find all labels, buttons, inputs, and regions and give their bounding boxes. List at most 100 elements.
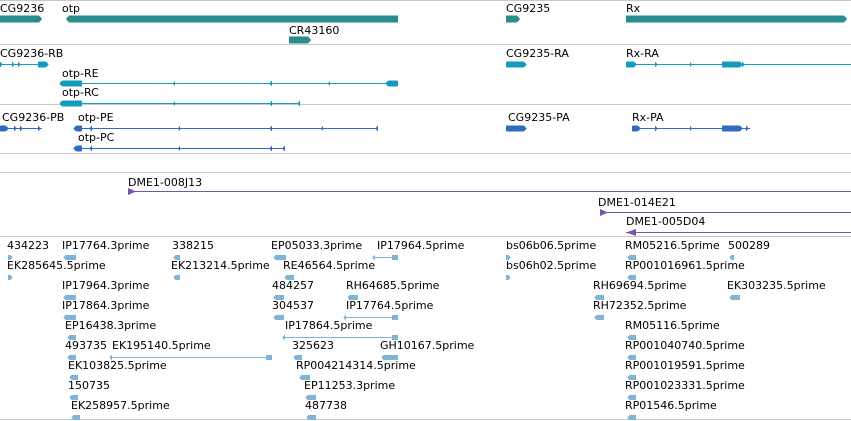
- est-block: [630, 375, 636, 380]
- strand-arrow-icon: [690, 126, 693, 131]
- strand-arrow-icon: [343, 314, 346, 321]
- est-rh69694-5prime[interactable]: RH69694.5prime: [593, 279, 687, 301]
- est-493735[interactable]: 493735: [65, 339, 107, 361]
- strand-arrow-icon: [269, 125, 272, 132]
- gene-bar: [69, 15, 398, 23]
- protein-otp-pc[interactable]: otp-PC: [73, 131, 285, 152]
- gene-cg9236[interactable]: CG9236: [0, 2, 44, 23]
- protein-cg9236-pb[interactable]: CG9236-PB: [0, 111, 64, 132]
- est-rp004214314-5prime[interactable]: RP004214314.5prime: [296, 359, 416, 381]
- protein-cg9235-pa[interactable]: CG9235-PA: [506, 111, 570, 132]
- est-ip17964-5prime[interactable]: IP17964.5prime: [372, 239, 465, 261]
- est-rp001023331-5prime[interactable]: RP001023331.5prime: [625, 379, 745, 401]
- strand-arrow-icon: [109, 354, 112, 361]
- strand-arrow-icon: [18, 61, 21, 68]
- strand-arrow-icon: [73, 125, 76, 132]
- est-338215[interactable]: 338215: [172, 239, 214, 261]
- transcript-otp-rc[interactable]: otp-RC: [59, 86, 300, 107]
- est-484257[interactable]: 484257: [272, 279, 314, 301]
- transcript-cg9235-ra[interactable]: CG9235-RA: [506, 47, 569, 68]
- gene-rx[interactable]: Rx: [626, 2, 848, 23]
- est-ek213214-5prime[interactable]: EK213214.5prime: [171, 259, 270, 281]
- strand-arrow-icon: [173, 274, 176, 281]
- est-434223[interactable]: 434223: [7, 239, 49, 261]
- est-ek285645-5prime[interactable]: EK285645.5prime: [7, 259, 106, 281]
- strand-arrow-icon: [63, 314, 66, 321]
- protein-rx-pa[interactable]: Rx-PA: [632, 111, 750, 132]
- feature-label: RE46564.5prime: [283, 259, 375, 272]
- feature-label: RM05116.5prime: [625, 319, 720, 332]
- est-block: [506, 255, 508, 260]
- est-block: [266, 355, 272, 360]
- est-rh72352-5prime[interactable]: RH72352.5prime: [593, 299, 687, 321]
- feature-label: DME1-005D04: [626, 215, 705, 228]
- feature-label: RP001019591.5prime: [625, 359, 745, 372]
- strand-arrow-icon: [297, 100, 300, 107]
- est-ek195140-5prime[interactable]: EK195140.5prime: [109, 339, 272, 361]
- clone-dme1-005d04[interactable]: DME1-005D04: [626, 215, 851, 236]
- clone-end-icon: [600, 209, 608, 216]
- transcript-otp-re[interactable]: otp-RE: [59, 67, 398, 87]
- est-ep11253-3prime[interactable]: EP11253.3prime: [304, 379, 395, 401]
- clone-dme1-014e21[interactable]: DME1-014E21: [598, 196, 851, 216]
- strand-arrow-icon: [63, 254, 66, 261]
- est-ek303235-5prime[interactable]: EK303235.5prime: [727, 279, 826, 301]
- est-ip17764-5prime[interactable]: IP17764.5prime: [343, 299, 434, 321]
- est-487738[interactable]: 487738: [305, 399, 347, 421]
- est-gh10167-5prime[interactable]: GH10167.5prime: [380, 339, 475, 361]
- est-ip17764-3prime[interactable]: IP17764.3prime: [62, 239, 150, 261]
- est-rp001016961-5prime[interactable]: RP001016961.5prime: [625, 259, 745, 281]
- feature-label: GH10167.5prime: [380, 339, 475, 352]
- est-rm05116-5prime[interactable]: RM05116.5prime: [625, 319, 720, 341]
- est-rh64685-5prime[interactable]: RH64685.5prime: [346, 279, 440, 301]
- transcript-cg9236-rb[interactable]: CG9236-RB: [0, 47, 63, 68]
- est-ep05033-3prime[interactable]: EP05033.3prime: [271, 239, 362, 261]
- est-rp001019591-5prime[interactable]: RP001019591.5prime: [625, 359, 745, 381]
- est-150735[interactable]: 150735: [68, 379, 110, 401]
- est-rp001040740-5prime[interactable]: RP001040740.5prime: [625, 339, 745, 361]
- exon-block: [388, 80, 398, 87]
- est-re46564-5prime[interactable]: RE46564.5prime: [283, 259, 375, 281]
- gene-cg9235[interactable]: CG9235: [506, 2, 550, 23]
- est-ip17864-3prime[interactable]: IP17864.3prime: [62, 299, 150, 321]
- strand-arrow-icon: [627, 334, 630, 341]
- est-block: [66, 255, 76, 260]
- feature-label: 493735: [65, 339, 107, 352]
- feature-label: otp-RE: [62, 67, 99, 80]
- gene-otp[interactable]: otp: [62, 2, 398, 23]
- est-ek258957-5prime[interactable]: EK258957.5prime: [71, 399, 170, 421]
- clone-dme1-008j13[interactable]: DME1-008J13: [128, 176, 851, 195]
- est-ep16438-3prime[interactable]: EP16438.3prime: [65, 319, 156, 341]
- est-block: [176, 275, 180, 280]
- feature-label: EK303235.5prime: [727, 279, 826, 292]
- est-block: [309, 415, 316, 420]
- protein-otp-pe[interactable]: otp-PE: [73, 111, 378, 132]
- feature-label: 325623: [292, 339, 334, 352]
- strand-arrow-icon: [627, 414, 630, 421]
- feature-label: 338215: [172, 239, 214, 252]
- est-rp01546-5prime[interactable]: RP01546.5prime: [625, 399, 717, 421]
- est-ip17964-3prime[interactable]: IP17964.3prime: [62, 279, 150, 301]
- transcript-rx-ra[interactable]: Rx-RA: [626, 47, 851, 68]
- strand-arrow-icon: [844, 15, 848, 23]
- feature-label: IP17964.5prime: [377, 239, 465, 252]
- strand-arrow-icon: [273, 314, 276, 321]
- est-rm05216-5prime[interactable]: RM05216.5prime: [625, 239, 720, 261]
- est-304537[interactable]: 304537: [272, 299, 314, 321]
- est-ip17864-5prime[interactable]: IP17864.5prime: [282, 319, 398, 341]
- strand-arrow-icon: [65, 15, 69, 23]
- feature-label: RH64685.5prime: [346, 279, 440, 292]
- est-block: [597, 295, 604, 300]
- gene-cr43160[interactable]: CR43160: [289, 24, 339, 44]
- est-bs06b06-5prime[interactable]: bs06b06.5prime: [506, 239, 596, 261]
- est-bs06h02-5prime[interactable]: bs06h02.5prime: [506, 259, 596, 281]
- est-block: [392, 255, 398, 260]
- est-325623[interactable]: 325623: [292, 339, 334, 361]
- strand-arrow-icon: [89, 145, 92, 152]
- strand-arrow-icon: [273, 294, 276, 301]
- est-ek103825-5prime[interactable]: EK103825.5prime: [68, 359, 167, 381]
- est-block: [72, 395, 78, 400]
- est-block: [66, 295, 76, 300]
- strand-arrow-icon: [655, 125, 658, 132]
- est-500289[interactable]: 500289: [728, 239, 770, 261]
